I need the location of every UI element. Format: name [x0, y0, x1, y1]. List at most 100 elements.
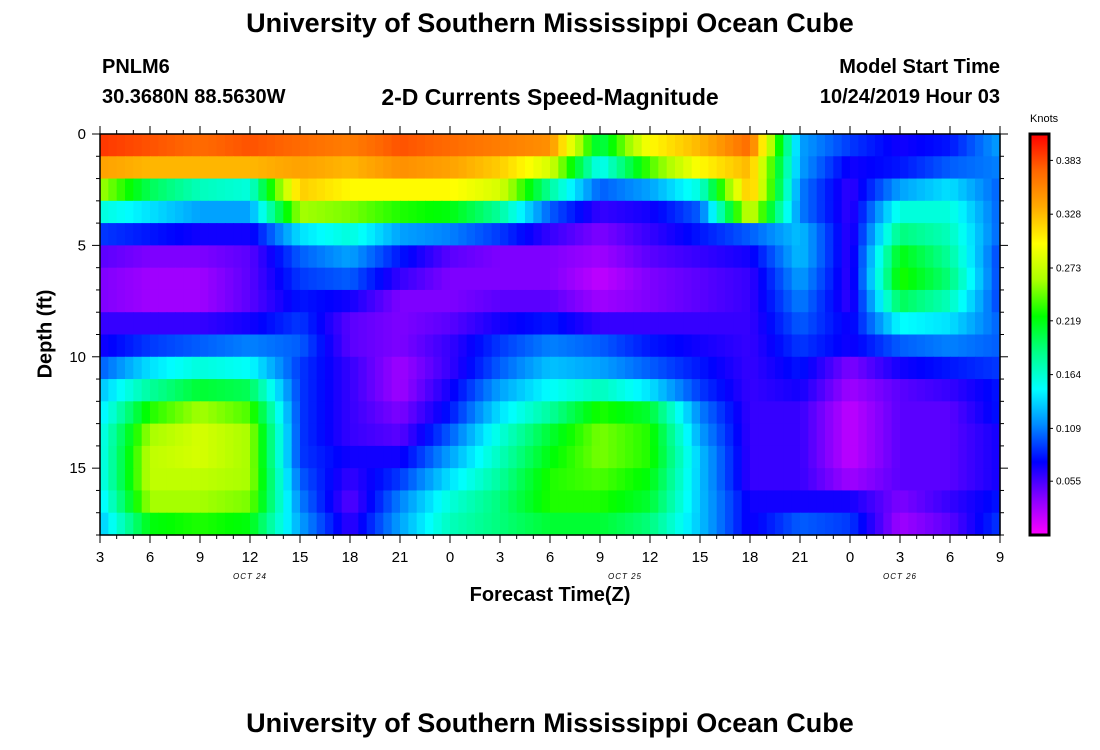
heatmap-cell: [791, 423, 801, 447]
heatmap-cell: [300, 423, 309, 447]
heatmap-cell: [700, 356, 709, 380]
heatmap-cell: [950, 156, 959, 180]
heatmap-cell: [975, 134, 984, 157]
heatmap-cell: [916, 512, 926, 536]
heatmap-cell: [425, 245, 434, 269]
heatmap-cell: [925, 401, 934, 425]
heatmap-cell: [291, 356, 301, 380]
heatmap-cell: [858, 356, 868, 380]
heatmap-cell: [525, 379, 534, 402]
heatmap-cell: [308, 423, 318, 447]
heatmap-cell: [666, 512, 676, 536]
heatmap-cell: [500, 178, 509, 202]
heatmap-cell: [150, 245, 159, 269]
heatmap-cell: [400, 379, 409, 402]
heatmap-cell: [983, 223, 993, 246]
heatmap-cell: [433, 379, 443, 402]
heatmap-cell: [108, 334, 118, 358]
heatmap-cell: [575, 267, 584, 291]
heatmap-cell: [716, 468, 726, 492]
heatmap-cell: [400, 468, 409, 492]
heatmap-cell: [508, 401, 518, 425]
heatmap-cell: [966, 200, 976, 224]
heatmap-cell: [133, 178, 143, 202]
heatmap-cell: [808, 156, 818, 180]
heatmap-cell: [233, 401, 243, 425]
heatmap-cell: [725, 401, 734, 425]
heatmap-cell: [675, 134, 684, 157]
heatmap-cell: [716, 312, 726, 336]
heatmap-cell: [691, 379, 701, 402]
heatmap-cell: [808, 267, 818, 291]
heatmap-cell: [775, 468, 784, 492]
heatmap-cell: [283, 468, 293, 492]
heatmap-cell: [616, 289, 626, 313]
heatmap-cell: [766, 312, 776, 336]
heatmap-cell: [341, 334, 351, 358]
heatmap-cell: [883, 245, 893, 269]
heatmap-cell: [600, 490, 609, 514]
heatmap-cell: [891, 334, 901, 358]
heatmap-cell: [833, 334, 843, 358]
heatmap-cell: [991, 423, 1001, 447]
heatmap-cell: [116, 468, 126, 492]
heatmap-cell: [275, 356, 284, 380]
heatmap-cell: [675, 423, 684, 447]
heatmap-cell: [258, 223, 268, 246]
heatmap-cell: [500, 245, 509, 269]
heatmap-cell: [550, 156, 559, 180]
heatmap-cell: [525, 267, 534, 291]
heatmap-cell: [850, 356, 859, 380]
heatmap-cell: [691, 356, 701, 380]
heatmap-cell: [541, 312, 551, 336]
x-tick-label: 21: [392, 549, 409, 566]
heatmap-cell: [266, 512, 276, 536]
heatmap-cell: [533, 401, 543, 425]
heatmap-cell: [450, 468, 459, 492]
heatmap-cell: [850, 223, 859, 246]
heatmap-cell: [166, 134, 176, 157]
heatmap-cell: [850, 245, 859, 269]
heatmap-cell: [658, 178, 668, 202]
heatmap-cell: [575, 401, 584, 425]
heatmap-cell: [925, 334, 934, 358]
heatmap-cell: [466, 178, 476, 202]
heatmap-cell: [525, 334, 534, 358]
heatmap-cell: [950, 200, 959, 224]
heatmap-cell: [891, 401, 901, 425]
heatmap-cell: [700, 401, 709, 425]
heatmap-cell: [341, 490, 351, 514]
heatmap-cell: [566, 468, 576, 492]
heatmap-cell: [325, 512, 334, 536]
heatmap-cell: [875, 200, 884, 224]
heatmap-cell: [900, 468, 909, 492]
heatmap-cell: [575, 334, 584, 358]
heatmap-cell: [466, 312, 476, 336]
heatmap-cell: [766, 401, 776, 425]
heatmap-cell: [425, 379, 434, 402]
heatmap-cell: [841, 423, 851, 447]
heatmap-cell: [675, 512, 684, 536]
heatmap-cell: [891, 512, 901, 536]
heatmap-cell: [608, 512, 618, 536]
heatmap-cell: [666, 468, 676, 492]
heatmap-cell: [691, 178, 701, 202]
heatmap-cell: [133, 223, 143, 246]
heatmap-cell: [591, 312, 601, 336]
heatmap-cell: [358, 490, 368, 514]
heatmap-cell: [250, 356, 259, 380]
heatmap-cell: [208, 134, 218, 157]
heatmap-cell: [116, 445, 126, 469]
heatmap-cell: [583, 445, 593, 469]
heatmap-cell: [958, 223, 968, 246]
heatmap-cell: [525, 490, 534, 514]
heatmap-cell: [341, 200, 351, 224]
heatmap-cell: [808, 356, 818, 380]
heatmap-cell: [441, 356, 451, 380]
heatmap-cell: [658, 312, 668, 336]
heatmap-cell: [866, 200, 876, 224]
heatmap-cell: [675, 490, 684, 514]
heatmap-cell: [858, 223, 868, 246]
heatmap-cell: [866, 223, 876, 246]
heatmap-cell: [325, 223, 334, 246]
